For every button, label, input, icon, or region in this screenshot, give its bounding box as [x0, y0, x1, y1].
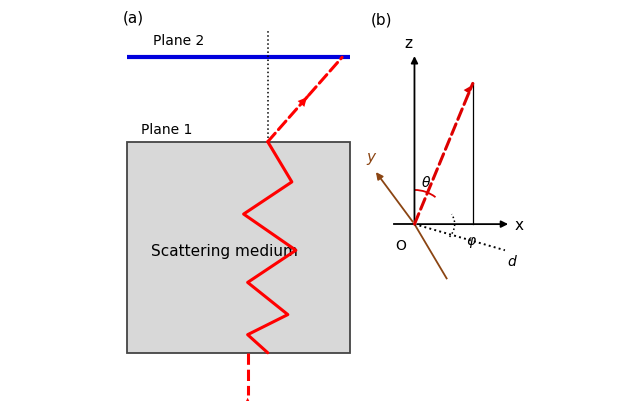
Text: y: y: [366, 150, 375, 164]
Text: O: O: [395, 239, 406, 253]
Bar: [127, 142, 350, 353]
Text: (b): (b): [371, 12, 392, 27]
Text: Plane 2: Plane 2: [153, 34, 204, 48]
Text: θ: θ: [422, 176, 430, 189]
Text: (a): (a): [123, 10, 144, 25]
Text: Plane 1: Plane 1: [141, 122, 193, 136]
Text: z: z: [404, 36, 412, 51]
Text: φ: φ: [467, 234, 476, 247]
Text: d: d: [507, 255, 516, 269]
Text: x: x: [515, 217, 524, 232]
Text: Scattering medium: Scattering medium: [151, 243, 298, 258]
